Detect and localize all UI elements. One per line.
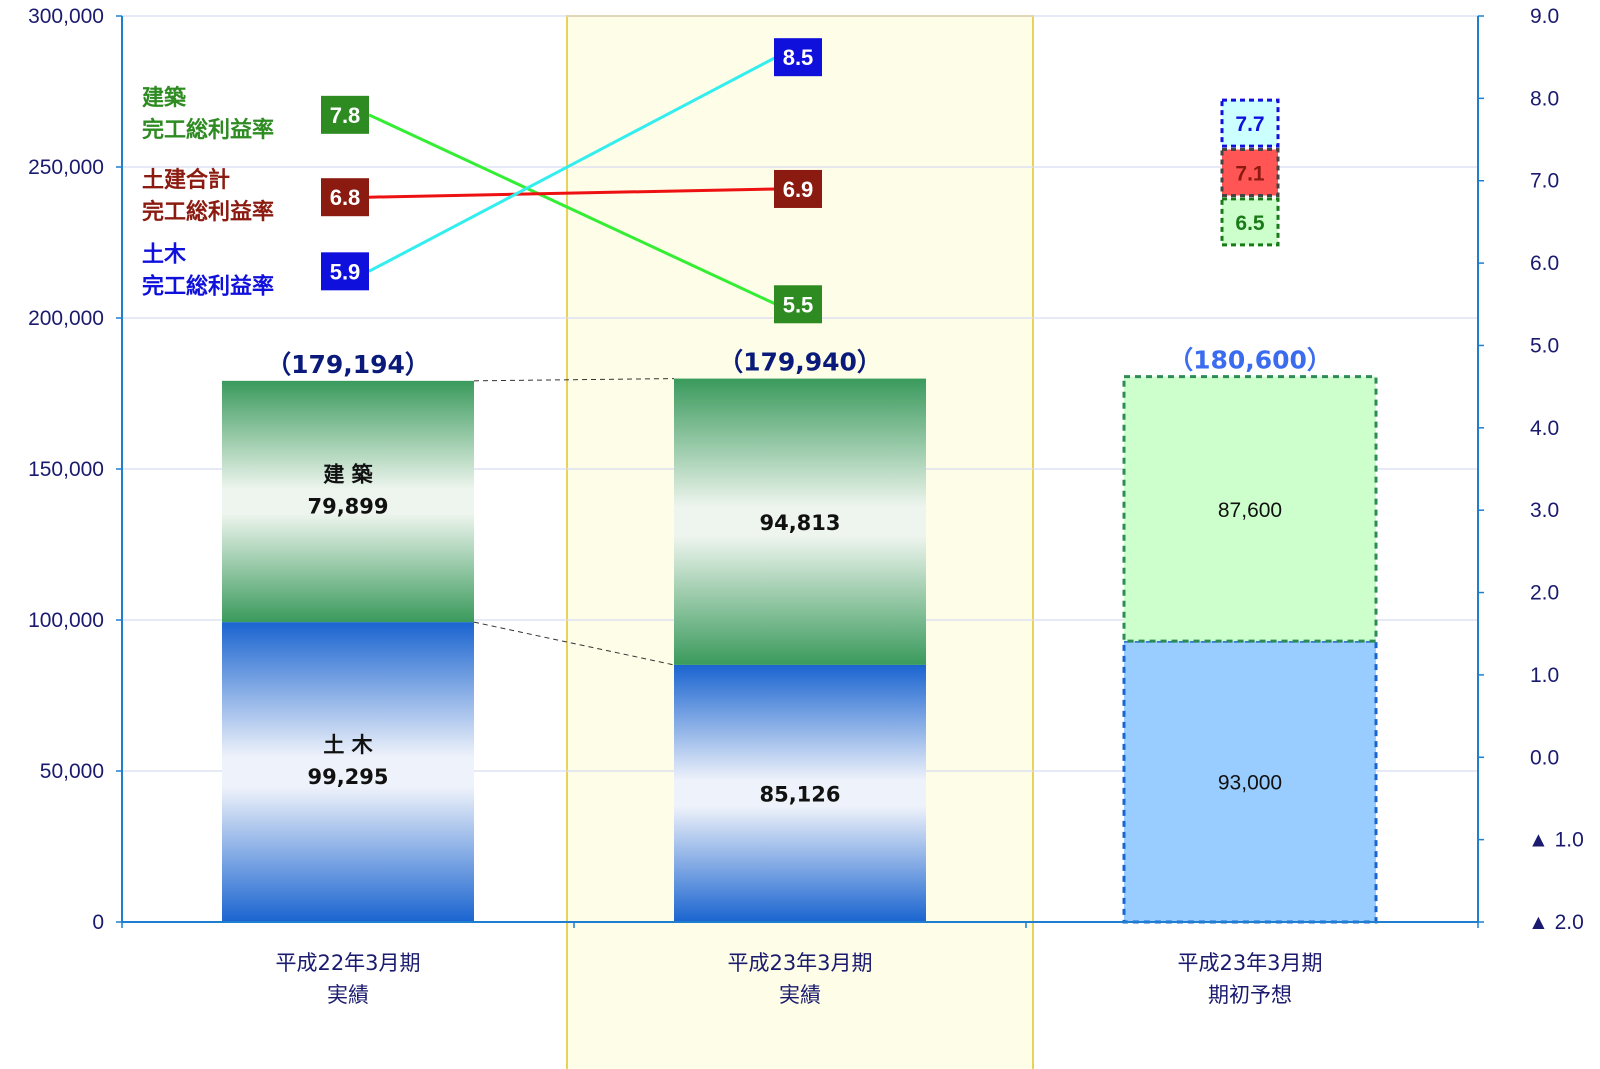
bar-segment-kenchiku xyxy=(674,378,926,665)
ratio-box-doboku xyxy=(321,252,369,291)
ratio-box-label: 6.8 xyxy=(330,185,361,210)
left-axis-tick-label: 250,000 xyxy=(28,156,104,179)
left-axis-tick-label: 100,000 xyxy=(28,609,104,632)
ratio-box-label: 7.8 xyxy=(330,103,361,128)
series-name-doboku: 土木 xyxy=(142,242,187,267)
connector-doboku xyxy=(473,621,675,666)
right-axis-tick-label: 5.0 xyxy=(1530,334,1559,357)
axes: 0 50,000 100,000 150,000 200,000 250,000 300,0… xyxy=(28,5,1584,1007)
category-label: 平成23年3月期 xyxy=(727,951,872,975)
right-axis-tick-label: 3.0 xyxy=(1530,499,1559,522)
ratio-lines xyxy=(321,38,1280,324)
category-label: 期初予想 xyxy=(1208,983,1292,1007)
ratio-box-label: 5.9 xyxy=(330,259,361,284)
segment-name-label: 土 木 xyxy=(323,733,373,757)
right-axis-tick-label: 7.0 xyxy=(1530,170,1559,193)
labels: 土 木 99,295 建 築 79,899 （179,194） 85,126 94,813 （… xyxy=(142,45,1332,806)
series-name-kenchiku: 完工総利益率 xyxy=(142,117,274,143)
series-name-total: 土建合計 xyxy=(142,167,230,193)
category-label: 実績 xyxy=(779,983,821,1007)
segment-value-label: 94,813 xyxy=(759,511,840,535)
right-axis-tick-label: ▲ 1.0 xyxy=(1528,829,1584,852)
bar-segment-doboku xyxy=(1122,639,1378,924)
right-axis-tick-label: 4.0 xyxy=(1530,417,1559,440)
forecast-ratio-box-kenchiku xyxy=(1220,197,1280,247)
connector-total xyxy=(473,378,675,382)
segment-value-label: 87,600 xyxy=(1218,499,1282,522)
ratio-box-kenchiku xyxy=(321,95,369,134)
category-label: 平成22年3月期 xyxy=(275,951,420,975)
ratio-box-label: 6.9 xyxy=(783,177,814,202)
ratio-box-doboku xyxy=(774,38,822,77)
ratio-line-total xyxy=(368,187,777,199)
category-label: 平成23年3月期 xyxy=(1177,951,1322,975)
series-name-doboku: 完工総利益率 xyxy=(142,273,274,299)
forecast-ratio-label: 7.1 xyxy=(1235,162,1265,185)
bar-segment-doboku xyxy=(222,622,474,922)
segment-name-label: 建 築 xyxy=(323,462,373,486)
ratio-box-label: 8.5 xyxy=(783,45,814,70)
left-axis-tick-label: 0 xyxy=(92,911,104,934)
bar-segment-kenchiku xyxy=(1122,375,1378,643)
segment-value-label: 93,000 xyxy=(1218,772,1282,795)
ratio-line-kenchiku xyxy=(368,113,777,306)
series-name-kenchiku: 建築 xyxy=(142,85,187,111)
bar-total-label: （180,600） xyxy=(1168,346,1332,375)
ratio-box-label: 5.5 xyxy=(783,292,814,317)
ratio-box-total xyxy=(321,178,369,217)
ratio-box-total xyxy=(774,169,822,208)
segment-value-label: 85,126 xyxy=(759,782,840,806)
bar-total-label: （179,194） xyxy=(266,350,430,379)
left-axis-tick-label: 150,000 xyxy=(28,458,104,481)
right-axis-tick-label: 8.0 xyxy=(1530,87,1559,110)
forecast-ratio-box-doboku xyxy=(1220,98,1280,148)
right-axis-tick-label: 0.0 xyxy=(1530,746,1559,769)
bars xyxy=(222,375,1378,924)
category-label: 実績 xyxy=(327,983,369,1007)
forecast-ratio-label: 7.7 xyxy=(1235,113,1264,136)
bar-total-label: （179,940） xyxy=(718,348,882,377)
ratio-box-kenchiku xyxy=(774,285,822,324)
forecast-ratio-label: 6.5 xyxy=(1235,212,1265,235)
left-axis-tick-label: 50,000 xyxy=(40,760,104,783)
left-axis-tick-label: 200,000 xyxy=(28,307,104,330)
series-name-total: 完工総利益率 xyxy=(142,199,274,225)
ratio-line-doboku xyxy=(368,55,777,273)
right-axis-tick-label: 9.0 xyxy=(1530,5,1559,28)
right-axis-tick-label: 2.0 xyxy=(1530,582,1559,605)
right-axis-tick-label: 6.0 xyxy=(1530,252,1559,275)
bar-segment-doboku xyxy=(674,664,926,922)
right-axis-tick-label: ▲ 2.0 xyxy=(1528,911,1584,934)
segment-value-label: 99,295 xyxy=(307,765,388,789)
bar-segment-kenchiku xyxy=(222,380,474,623)
segment-value-label: 79,899 xyxy=(307,494,388,518)
forecast-ratio-box-total xyxy=(1220,147,1280,197)
left-axis-tick-label: 300,000 xyxy=(28,5,104,28)
right-axis-tick-label: 1.0 xyxy=(1530,664,1559,687)
